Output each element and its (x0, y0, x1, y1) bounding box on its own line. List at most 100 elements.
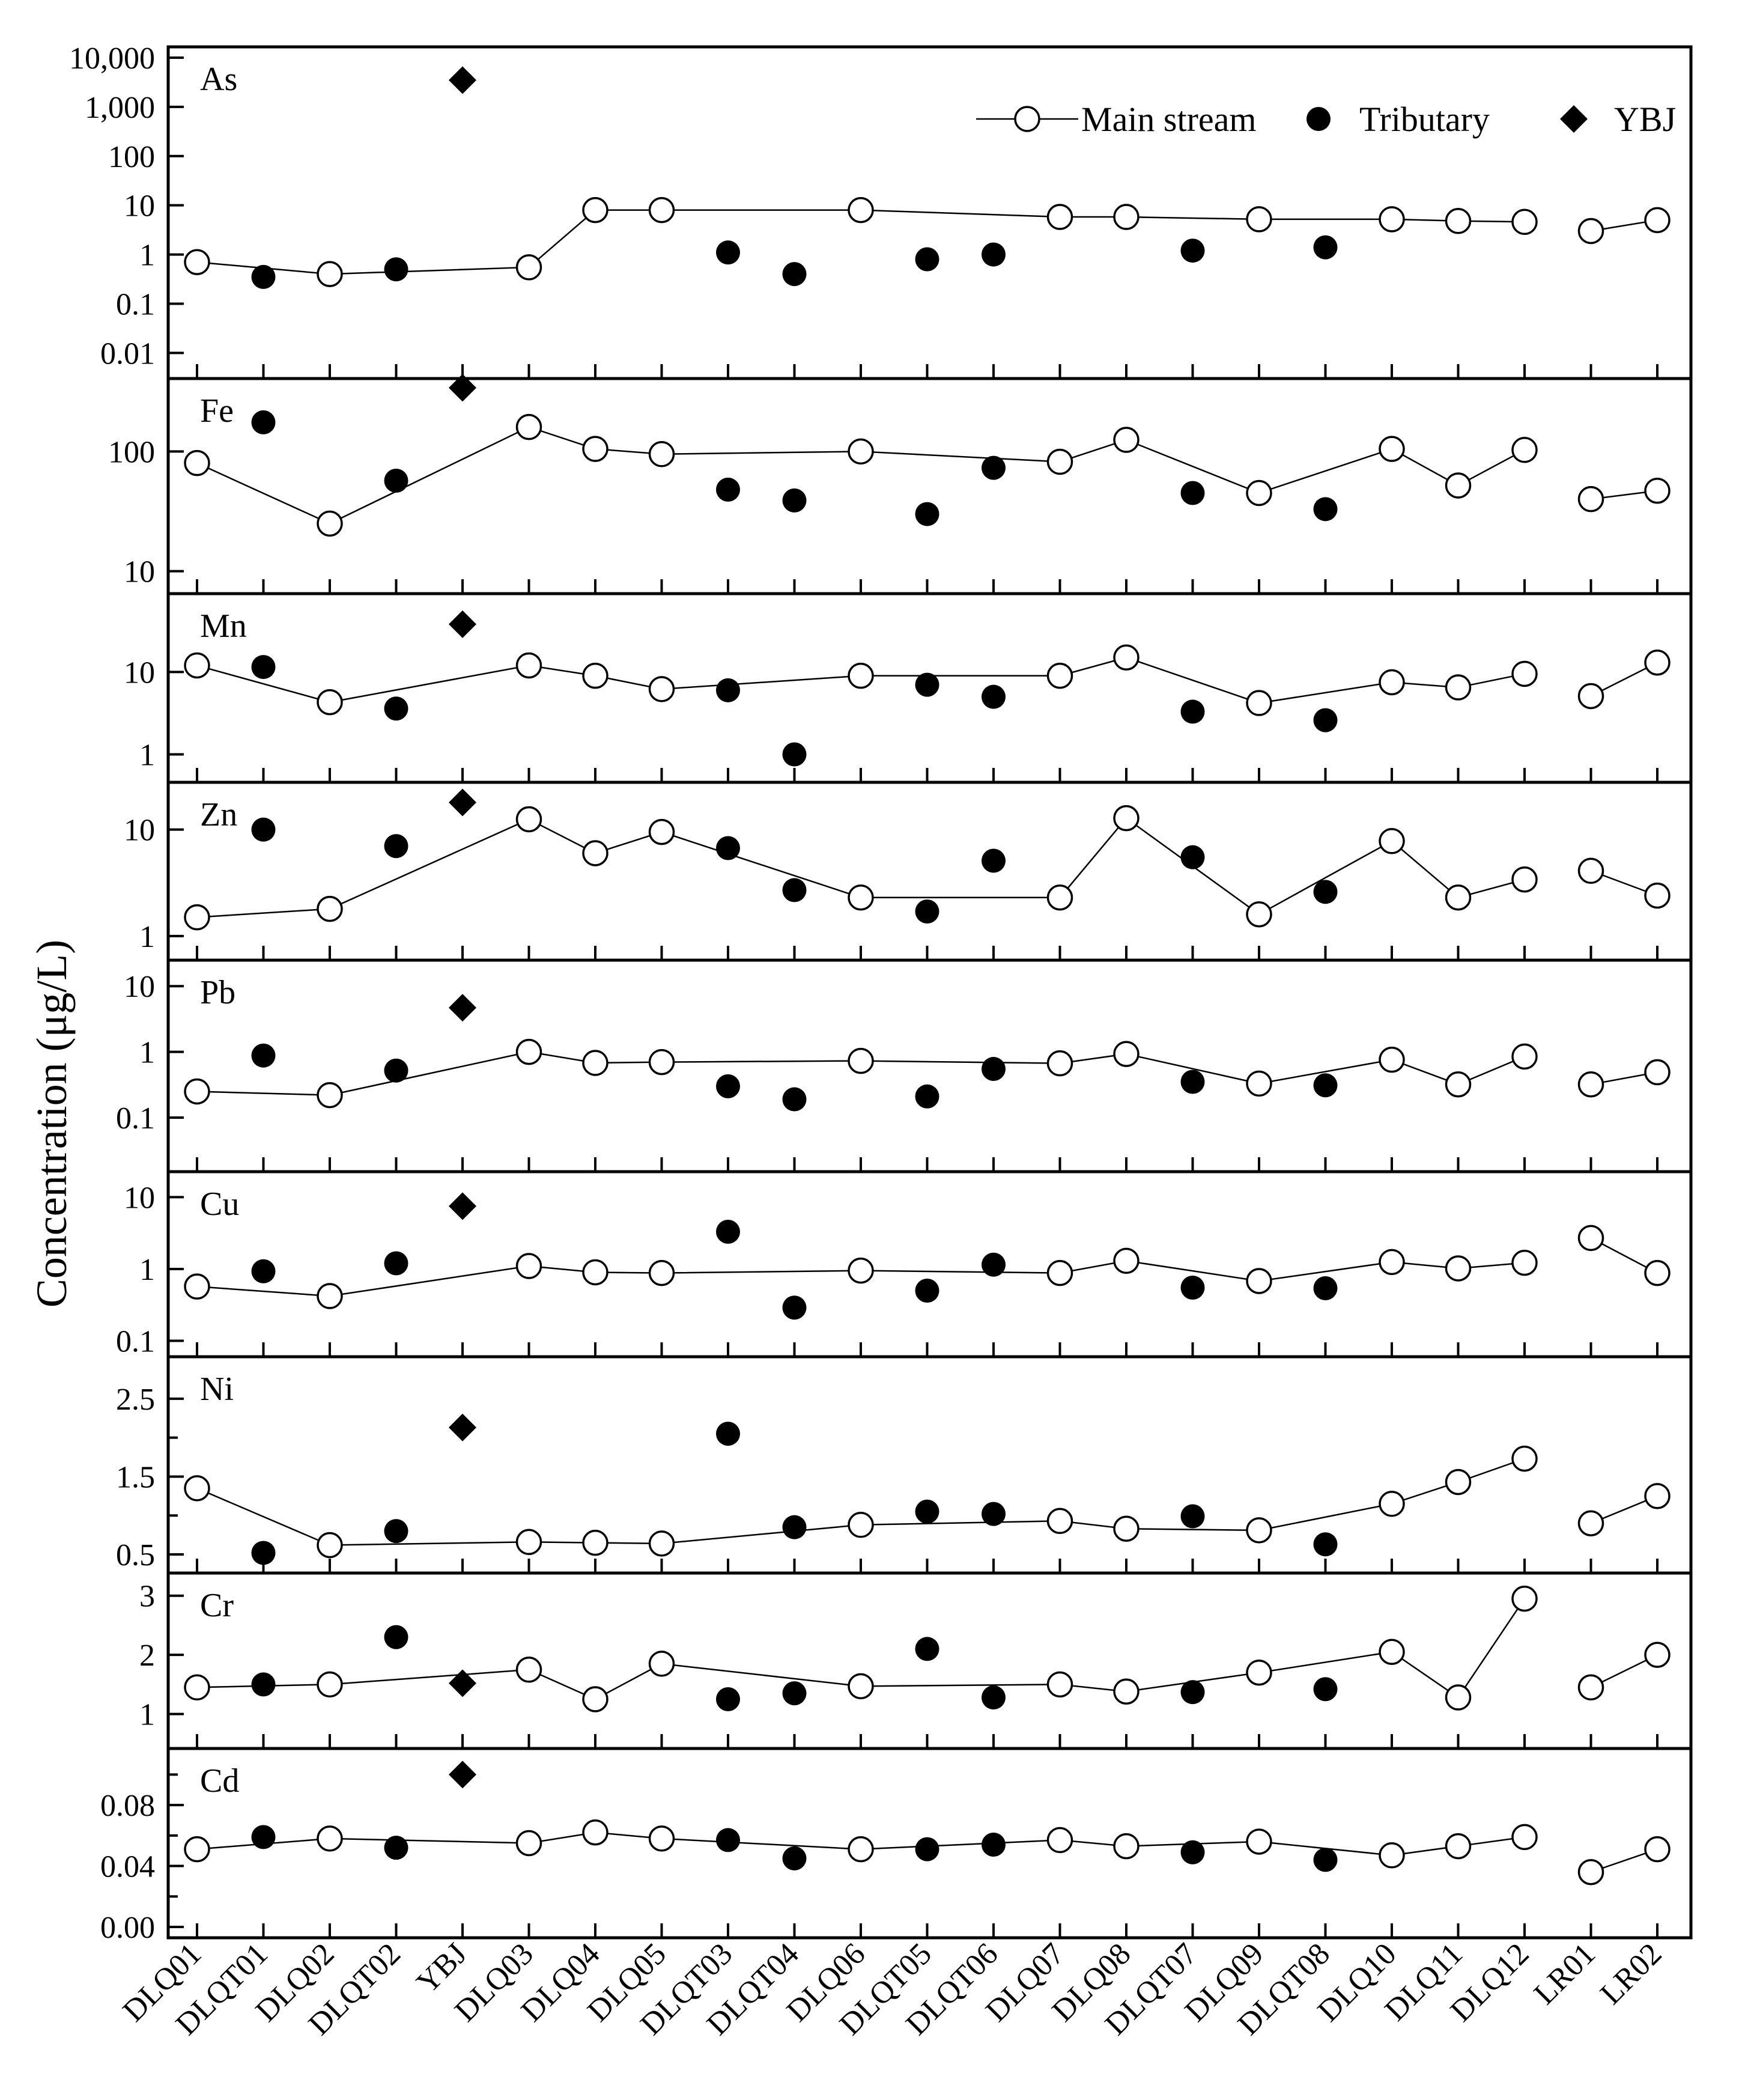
main-stream-point (848, 1512, 874, 1538)
y-tick-label: 0.5 (116, 1538, 155, 1572)
tributary-point (1313, 235, 1338, 260)
main-stream-point (1445, 1255, 1472, 1282)
main-stream-point (1379, 1046, 1405, 1073)
y-tick-label: 10 (124, 1181, 155, 1215)
main-stream-point (582, 1050, 608, 1076)
panel-element-label: Cr (200, 1587, 234, 1624)
main-stream-point (515, 806, 542, 833)
tributary-point (982, 848, 1006, 873)
y-tick-label: 10 (124, 970, 155, 1004)
main-stream-point (1046, 1259, 1073, 1286)
panel-element-label: Cu (200, 1185, 239, 1223)
main-stream-point (1511, 1585, 1538, 1612)
main-stream-point (515, 1657, 542, 1683)
main-stream-point (1379, 669, 1405, 696)
panel-element-label: Ni (200, 1371, 234, 1408)
panel-cr: Cr 1 2 3 (139, 1571, 1693, 1750)
tributary-point (1180, 1504, 1205, 1529)
main-stream-point (1113, 644, 1140, 671)
main-stream-point (582, 662, 608, 689)
tributary-point (384, 469, 408, 493)
main-stream-point (582, 1529, 608, 1556)
y-tick-label: 10,000 (69, 41, 155, 76)
main-stream-point (848, 1047, 874, 1074)
main-stream-point (582, 1819, 608, 1846)
main-stream-point (184, 1475, 210, 1502)
panel-zn: Zn 1 10 (124, 781, 1693, 962)
y-tick-label: 1 (139, 738, 155, 773)
main-stream-point (1113, 427, 1140, 453)
tributary-point (384, 1625, 408, 1649)
legend-tributary-label: Tributary (1359, 100, 1490, 139)
main-stream-point (1577, 683, 1604, 710)
panel-element-label: Mn (200, 607, 247, 645)
tributary-point (716, 477, 740, 502)
tributary-point (1313, 1276, 1338, 1300)
tributary-point (251, 410, 276, 434)
main-stream-point (184, 904, 210, 931)
main-stream-point (1577, 1858, 1604, 1885)
main-stream-point (1511, 437, 1538, 463)
tributary-point (1313, 1848, 1338, 1872)
main-stream-point (184, 1078, 210, 1105)
y-tick-label: 10 (124, 189, 155, 224)
tributary-point (982, 1252, 1006, 1277)
panels: As0.010.11101001,00010,000Fe10100Mn110Zn… (69, 41, 1693, 1945)
main-stream-point (1511, 660, 1538, 687)
tributary-point (782, 1846, 807, 1870)
main-stream-point (184, 449, 210, 476)
y-tick-label: 1,000 (85, 91, 155, 125)
ybj-point (449, 1669, 476, 1697)
y-tick-label: 1.5 (116, 1460, 155, 1494)
main-stream-point (184, 1674, 210, 1701)
tributary-point (384, 1251, 408, 1276)
main-stream-point (317, 689, 343, 716)
y-tick-label: 10 (124, 555, 155, 589)
main-stream-point (1246, 1659, 1272, 1686)
main-stream-point (1577, 1225, 1604, 1252)
tributary-point (716, 1687, 740, 1711)
main-stream-point (1445, 1684, 1472, 1711)
main-stream-point (184, 1273, 210, 1300)
tributary-point (915, 1499, 939, 1524)
tributary-point (1313, 1677, 1338, 1702)
main-stream-point (1644, 1259, 1671, 1286)
y-tick-label: 1 (139, 1698, 155, 1732)
y-tick-label: 1 (139, 239, 155, 273)
ybj-point (449, 610, 476, 638)
panel-ni: Ni 0.5 1.5 2.5 (116, 1355, 1693, 1575)
tributary-point (1180, 481, 1205, 505)
main-stream-point (648, 1048, 675, 1076)
y-tick-label: 1 (139, 1036, 155, 1070)
tributary-point (716, 1074, 740, 1098)
y-tick-label: 0.04 (100, 1850, 155, 1884)
y-tick-label: 2 (139, 1639, 155, 1673)
main-stream-point (1113, 1515, 1140, 1542)
main-stream-point (848, 1673, 874, 1700)
main-stream-point (848, 1836, 874, 1863)
panel-element-label: As (200, 61, 237, 98)
tributary-point (384, 1836, 408, 1860)
main-stream-point (1445, 674, 1472, 701)
main-stream-line (196, 817, 1525, 918)
tributary-point (982, 1057, 1006, 1082)
main-stream-point (1246, 1517, 1272, 1544)
main-stream-point (1445, 1833, 1472, 1860)
y-tick-label: 0.1 (116, 1325, 155, 1359)
y-tick-label: 0.1 (116, 1101, 155, 1136)
panel-frame (166, 1571, 1693, 1750)
legend-tributary-marker (1306, 107, 1331, 131)
panel-pb: Pb 0.1 1 10 (116, 958, 1693, 1173)
main-stream-point (648, 1651, 675, 1677)
tributary-point (782, 1087, 807, 1112)
main-stream-point (1644, 207, 1671, 234)
main-stream-point (1046, 884, 1073, 911)
tributary-point (915, 1278, 939, 1303)
panel-element-label: Pb (200, 974, 235, 1011)
main-stream-point (1113, 1678, 1140, 1705)
panel-element-label: Cd (200, 1762, 239, 1800)
main-stream-point (648, 441, 675, 467)
main-stream-point (648, 1825, 675, 1852)
main-stream-point (1379, 436, 1405, 462)
tributary-point (1313, 1073, 1338, 1098)
